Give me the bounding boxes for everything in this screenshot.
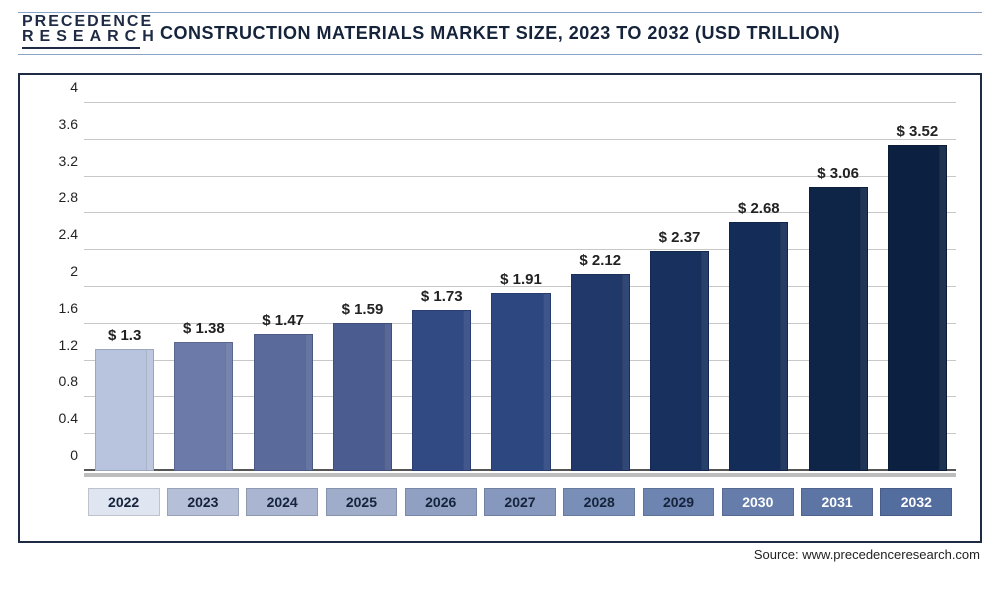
x-category-label: 2030 [722, 488, 794, 516]
baseline-shadow [84, 473, 956, 477]
x-category-cell: 2027 [480, 487, 559, 517]
bar-value-label: $ 2.12 [579, 252, 621, 269]
bar-slot: $ 2.68 [718, 103, 797, 471]
bar-slot: $ 3.06 [797, 103, 876, 471]
x-category-label: 2022 [88, 488, 160, 516]
y-tick-label: 1.6 [34, 300, 78, 316]
bar-slot: $ 1.38 [163, 103, 242, 471]
chart-page: PRECEDENCE RESEARCH CONSTRUCTION MATERIA… [0, 0, 1000, 592]
bar: $ 3.52 [888, 145, 947, 471]
bar-edge [225, 343, 232, 470]
title-bar: CONSTRUCTION MATERIALS MARKET SIZE, 2023… [18, 12, 982, 55]
x-category-label: 2029 [643, 488, 715, 516]
y-tick-label: 0.4 [34, 410, 78, 426]
bar-slot: $ 1.3 [84, 103, 163, 471]
x-category-cell: 2031 [797, 487, 876, 517]
bar: $ 2.12 [571, 274, 630, 471]
bar-edge [146, 350, 153, 470]
bar-slot: $ 2.12 [560, 103, 639, 471]
bar-value-label: $ 1.3 [108, 327, 141, 344]
bar-value-label: $ 3.06 [817, 165, 859, 182]
x-category-label: 2031 [801, 488, 873, 516]
chart-title: CONSTRUCTION MATERIALS MARKET SIZE, 2023… [160, 23, 840, 43]
bar: $ 1.38 [174, 342, 233, 471]
bar-value-label: $ 1.47 [262, 312, 304, 329]
logo-line-1: PRECEDENCE [22, 14, 160, 29]
bar-slot: $ 1.59 [322, 103, 401, 471]
x-category-cell: 2025 [322, 487, 401, 517]
bar-value-label: $ 1.91 [500, 271, 542, 288]
bar-value-label: $ 2.37 [659, 229, 701, 246]
x-category-cell: 2022 [84, 487, 163, 517]
plot-area: $ 1.3 $ 1.38 $ 1.47 $ 1.59 $ 1.73 $ 1.91 $ 2.1… [84, 103, 956, 471]
bar: $ 1.47 [254, 334, 313, 471]
x-axis: 202220232024 2025202620272028 202920302031… [84, 481, 956, 517]
y-tick-label: 0 [34, 447, 78, 463]
x-category-cell: 2028 [560, 487, 639, 517]
x-category-cell: 2029 [639, 487, 718, 517]
bar-value-label: $ 3.52 [896, 123, 938, 140]
bar-slot: $ 1.91 [480, 103, 559, 471]
x-category-cell: 2024 [243, 487, 322, 517]
bar-edge [860, 188, 867, 470]
y-tick-label: 3.6 [34, 116, 78, 132]
bar: $ 1.59 [333, 323, 392, 471]
y-tick-label: 2.4 [34, 226, 78, 242]
bar: $ 3.06 [809, 187, 868, 471]
bar-slot: $ 2.37 [639, 103, 718, 471]
bar: $ 2.68 [729, 222, 788, 471]
bar-edge [384, 324, 391, 470]
y-tick-label: 3.2 [34, 153, 78, 169]
x-category-cell: 2026 [401, 487, 480, 517]
x-category-label: 2024 [246, 488, 318, 516]
bar-edge [543, 294, 550, 470]
y-tick-label: 2.8 [34, 189, 78, 205]
bar-edge [305, 335, 312, 470]
bars-group: $ 1.3 $ 1.38 $ 1.47 $ 1.59 $ 1.73 $ 1.91 $ 2.1… [84, 103, 956, 471]
x-category-label: 2028 [563, 488, 635, 516]
logo-line-2: RESEARCH [22, 29, 160, 44]
bar-value-label: $ 2.68 [738, 200, 780, 217]
y-tick-label: 2 [34, 263, 78, 279]
x-category-label: 2023 [167, 488, 239, 516]
y-tick-label: 4 [34, 79, 78, 95]
bar-value-label: $ 1.59 [342, 301, 384, 318]
brand-logo: PRECEDENCE RESEARCH [22, 14, 160, 49]
bar-value-label: $ 1.38 [183, 320, 225, 337]
x-category-label: 2032 [880, 488, 952, 516]
bar-edge [463, 311, 470, 470]
bar-edge [701, 252, 708, 470]
chart-container: $ 1.3 $ 1.38 $ 1.47 $ 1.59 $ 1.73 $ 1.91 $ 2.1… [18, 73, 982, 543]
bar-slot: $ 1.73 [401, 103, 480, 471]
x-category-label: 2026 [405, 488, 477, 516]
y-tick-label: 1.2 [34, 337, 78, 353]
y-tick-label: 0.8 [34, 373, 78, 389]
bar-slot: $ 1.47 [243, 103, 322, 471]
x-category-cell: 2023 [163, 487, 242, 517]
bar-value-label: $ 1.73 [421, 288, 463, 305]
x-category-cell: 2030 [718, 487, 797, 517]
bar: $ 2.37 [650, 251, 709, 471]
x-category-label: 2027 [484, 488, 556, 516]
logo-underline [22, 47, 140, 49]
bar: $ 1.91 [491, 293, 550, 471]
bar: $ 1.3 [95, 349, 154, 471]
x-category-cell: 2032 [877, 487, 956, 517]
bar-edge [622, 275, 629, 470]
bar: $ 1.73 [412, 310, 471, 471]
x-category-label: 2025 [326, 488, 398, 516]
bar-edge [939, 146, 946, 470]
source-label: Source: www.precedenceresearch.com [754, 547, 980, 562]
bar-edge [780, 223, 787, 470]
bar-slot: $ 3.52 [877, 103, 956, 471]
